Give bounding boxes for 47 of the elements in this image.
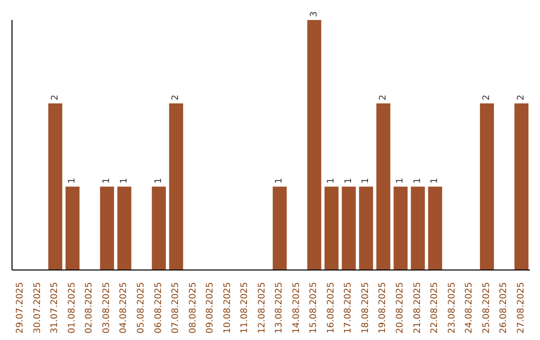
data-label: 1 bbox=[119, 178, 130, 184]
data-label: 1 bbox=[274, 178, 285, 184]
x-tick-label: 11.08.2025 bbox=[240, 282, 250, 334]
x-tick-label: 19.08.2025 bbox=[378, 282, 388, 334]
x-tick-label: 13.08.2025 bbox=[274, 282, 285, 334]
x-tick-label: 14.08.2025 bbox=[292, 282, 302, 334]
data-label: 2 bbox=[50, 94, 60, 100]
x-tick-label: 24.08.2025 bbox=[464, 282, 475, 334]
x-tick-label: 15.08.2025 bbox=[309, 282, 320, 334]
data-label: 1 bbox=[412, 178, 423, 184]
data-label: 1 bbox=[361, 178, 372, 184]
data-label: 1 bbox=[326, 178, 337, 184]
x-tick-label: 30.07.2025 bbox=[32, 282, 43, 334]
x-tick-label: 06.08.2025 bbox=[154, 282, 164, 334]
x-tick-label: 17.08.2025 bbox=[344, 282, 354, 334]
x-tick-label: 29.07.2025 bbox=[16, 282, 26, 334]
x-tick-label: 23.08.2025 bbox=[447, 282, 458, 334]
data-label: 2 bbox=[482, 94, 492, 100]
x-tick-label: 26.08.2025 bbox=[499, 282, 510, 334]
data-label: 1 bbox=[396, 178, 406, 184]
x-tick-label: 27.08.2025 bbox=[516, 282, 526, 334]
data-label: 1 bbox=[154, 178, 164, 184]
x-tick-label: 12.08.2025 bbox=[257, 282, 268, 334]
x-tick-label: 31.07.2025 bbox=[50, 282, 60, 334]
data-label: 2 bbox=[171, 94, 182, 100]
x-tick-label: 08.08.2025 bbox=[188, 282, 198, 334]
data-label: 2 bbox=[378, 94, 388, 100]
x-tick-label: 04.08.2025 bbox=[119, 282, 130, 334]
x-tick-label: 10.08.2025 bbox=[222, 282, 233, 334]
x-tick-label: 07.08.2025 bbox=[171, 282, 182, 334]
x-tick-label: 25.08.2025 bbox=[482, 282, 492, 334]
x-tick-label: 05.08.2025 bbox=[136, 282, 146, 334]
data-label: 1 bbox=[344, 178, 354, 184]
x-tick-label: 20.08.2025 bbox=[396, 282, 406, 334]
x-tick-label: 02.08.2025 bbox=[84, 282, 95, 334]
x-tick-label: 03.08.2025 bbox=[102, 282, 112, 334]
x-tick-label: 18.08.2025 bbox=[360, 282, 371, 334]
data-label: 3 bbox=[309, 11, 320, 17]
data-label: 2 bbox=[516, 94, 526, 100]
data-label: 1 bbox=[102, 178, 112, 184]
x-tick-label: 21.08.2025 bbox=[412, 282, 423, 334]
x-tick-label: 16.08.2025 bbox=[326, 282, 336, 334]
data-label: 1 bbox=[430, 178, 440, 184]
x-tick-label: 01.08.2025 bbox=[67, 282, 78, 334]
x-tick-label: 09.08.2025 bbox=[206, 282, 216, 334]
x-tick-label: 22.08.2025 bbox=[430, 282, 440, 334]
data-label: 1 bbox=[68, 178, 78, 184]
